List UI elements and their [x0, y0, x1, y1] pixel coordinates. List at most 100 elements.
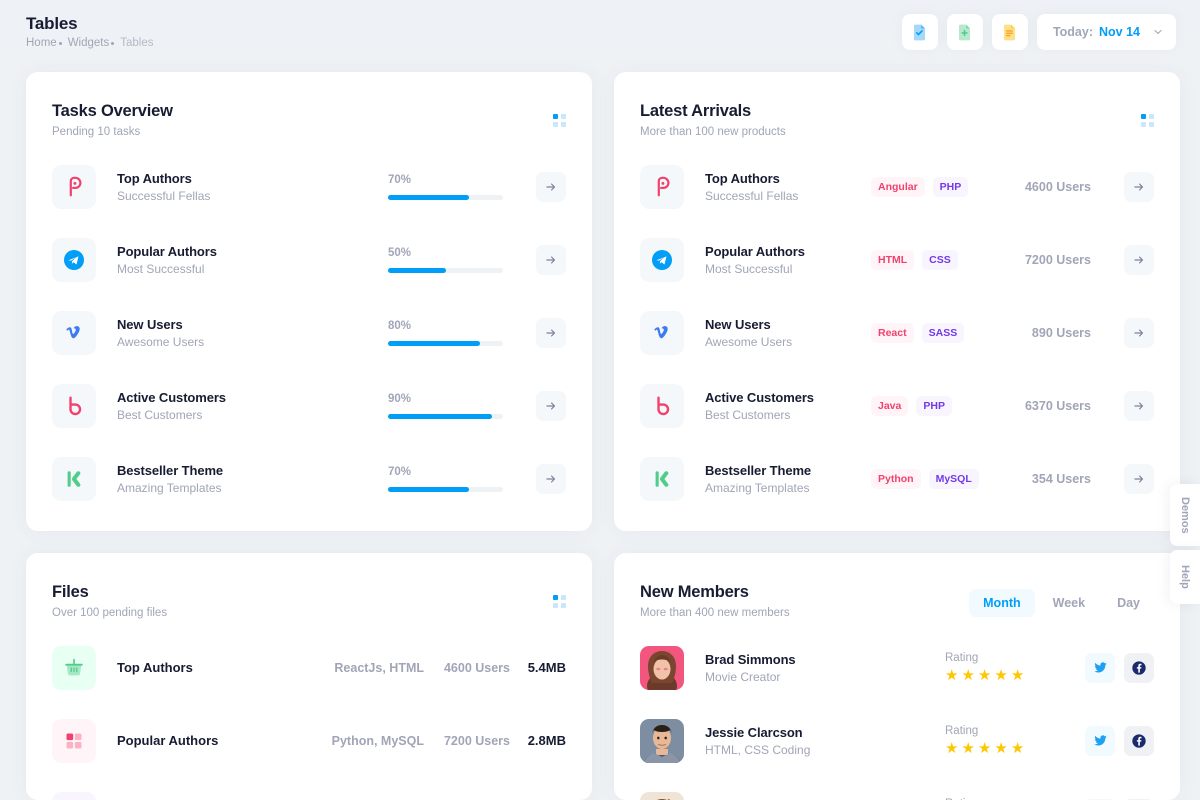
tab-month[interactable]: Month — [969, 589, 1035, 617]
row-tech: ReactJs, HTML — [334, 660, 424, 675]
status-badge[interactable]: MySQL — [928, 468, 979, 489]
avatar — [640, 791, 684, 800]
row-users: 4600 Users — [443, 660, 510, 675]
table-row[interactable]: New Users Awesome Users 80% — [52, 296, 566, 369]
rating-label: Rating — [945, 798, 1085, 800]
grid-menu-icon[interactable] — [553, 114, 566, 127]
arrow-right-icon — [1134, 475, 1144, 482]
list-item[interactable]: Lebron Wayde ReactJS Developer Rating ★★… — [640, 777, 1154, 800]
row-title: Popular Authors — [117, 733, 219, 748]
row-title: Active Customers — [705, 389, 814, 405]
table-row[interactable]: Top Authors Successful Fellas 70% — [52, 150, 566, 223]
new-members-rows: Brad Simmons Movie Creator Rating ★ ★ ★ ★ ★ — [614, 631, 1180, 800]
telegram-icon — [52, 237, 96, 282]
table-row[interactable]: Bestseller Theme Amazing Templates 70% — [52, 442, 566, 515]
row-arrow-button[interactable] — [1124, 317, 1154, 348]
table-row[interactable]: Top Authors ReactJs, HTML 4600 Users 5.4… — [52, 631, 566, 704]
card-subtitle: Pending 10 tasks — [52, 126, 141, 138]
row-names: Lebron Wayde ReactJS Developer — [705, 798, 808, 800]
twitter-icon[interactable] — [1085, 652, 1115, 683]
help-tab[interactable]: Help — [1170, 550, 1200, 604]
list-item[interactable]: Brad Simmons Movie Creator Rating ★ ★ ★ ★ ★ — [640, 631, 1154, 704]
table-row[interactable]: Active Customers Best Customers Java PHP… — [640, 369, 1154, 442]
demos-tab-label: Demos — [1179, 496, 1191, 534]
table-row[interactable]: Popular Authors Most Successful HTML CSS… — [640, 223, 1154, 296]
demos-tab[interactable]: Demos — [1170, 484, 1200, 546]
status-badge[interactable]: CSS — [922, 249, 958, 270]
facebook-icon[interactable] — [1124, 652, 1154, 683]
status-badge[interactable]: Angular — [871, 176, 925, 197]
row-arrow-button[interactable] — [1124, 390, 1154, 421]
chevron-down-icon — [1154, 29, 1162, 35]
basket-icon — [52, 645, 96, 690]
progress-bar — [388, 413, 503, 419]
row-title: Bestseller Theme — [117, 462, 224, 478]
table-row[interactable]: Popular Authors Python, MySQL 7200 Users… — [52, 704, 566, 777]
grid-menu-icon[interactable] — [1141, 114, 1154, 127]
page-toolbar: Tables Home Widgets Tables — [0, 0, 1200, 70]
latest-arrivals-card: Latest Arrivals More than 100 new produc… — [614, 72, 1180, 531]
tab-day[interactable]: Day — [1117, 596, 1140, 610]
row-arrow-button[interactable] — [1124, 171, 1154, 202]
status-badge[interactable]: PHP — [932, 176, 969, 197]
row-names: Popular Authors Most Successful — [117, 244, 217, 276]
status-badge[interactable]: HTML — [871, 249, 915, 270]
status-badge[interactable]: Java — [871, 395, 909, 416]
bootstrap-icon — [52, 383, 96, 428]
tab-week[interactable]: Week — [1052, 596, 1086, 610]
row-arrow-button[interactable] — [536, 244, 566, 275]
document-lines-button[interactable] — [991, 14, 1028, 50]
breadcrumb-separator-icon — [58, 41, 62, 45]
row-arrow-button[interactable] — [536, 463, 566, 494]
row-tags: React SASS — [871, 322, 999, 343]
row-arrow-button[interactable] — [536, 317, 566, 348]
row-names: New Users Awesome Users — [705, 317, 792, 349]
breadcrumb-item-home[interactable]: Home — [26, 37, 57, 49]
vimeo-icon — [640, 310, 684, 355]
date-picker-label: Today: — [1052, 25, 1093, 39]
table-row[interactable]: Active Customers Best Customers 90% — [52, 369, 566, 442]
row-subtitle: Successful Fellas — [117, 188, 211, 203]
tasks-overview-header: Tasks Overview Pending 10 tasks — [26, 92, 592, 150]
files-titles: Files Over 100 pending files — [52, 583, 167, 619]
latest-arrivals-header: Latest Arrivals More than 100 new produc… — [614, 92, 1180, 150]
progress-block: 70% — [388, 466, 503, 492]
twitter-icon[interactable] — [1085, 725, 1115, 756]
latest-arrivals-rows: Top Authors Successful Fellas Angular PH… — [614, 150, 1180, 515]
arrow-right-icon — [546, 183, 556, 190]
date-picker[interactable]: Today: Nov 14 — [1036, 14, 1176, 50]
plurk-icon — [52, 164, 96, 209]
list-item[interactable]: Jessie Clarcson HTML, CSS Coding Rating … — [640, 704, 1154, 777]
status-badge[interactable]: SASS — [921, 322, 965, 343]
row-size: 5.4MB — [527, 660, 566, 675]
table-row[interactable]: Bestseller Theme Amazing Templates Pytho… — [640, 442, 1154, 515]
breadcrumb-item-widgets[interactable]: Widgets — [67, 37, 110, 49]
document-plus-button[interactable] — [946, 14, 983, 50]
document-plus-icon — [959, 24, 971, 40]
status-badge[interactable]: React — [871, 322, 914, 343]
row-arrow-button[interactable] — [1124, 463, 1154, 494]
twitter-icon[interactable] — [1085, 798, 1115, 800]
row-arrow-button[interactable] — [536, 171, 566, 202]
progress-bar — [388, 486, 503, 492]
grid-menu-icon[interactable] — [553, 595, 566, 608]
status-badge[interactable]: PHP — [916, 395, 952, 416]
page-title: Tables — [26, 14, 78, 33]
table-row[interactable]: New Users Laravel, Metronic 890 Users 1.… — [52, 777, 566, 800]
table-row[interactable]: Popular Authors Most Successful 50% — [52, 223, 566, 296]
table-row[interactable]: Top Authors Successful Fellas Angular PH… — [640, 150, 1154, 223]
facebook-icon[interactable] — [1124, 798, 1154, 800]
row-title: New Users — [117, 316, 183, 332]
status-badge[interactable]: Python — [871, 468, 921, 489]
progress-percent: 70% — [388, 173, 412, 186]
row-arrow-button[interactable] — [536, 390, 566, 421]
row-arrow-button[interactable] — [1124, 244, 1154, 275]
row-subtitle: Successful Fellas — [705, 188, 799, 203]
kickstarter-icon — [52, 456, 96, 501]
row-subtitle: Awesome Users — [705, 334, 793, 349]
document-check-button[interactable] — [901, 14, 938, 50]
facebook-icon[interactable] — [1124, 725, 1154, 756]
table-row[interactable]: New Users Awesome Users React SASS 890 U… — [640, 296, 1154, 369]
arrow-right-icon — [546, 329, 556, 336]
rating-block: Rating ★★★★★ — [945, 725, 1085, 756]
